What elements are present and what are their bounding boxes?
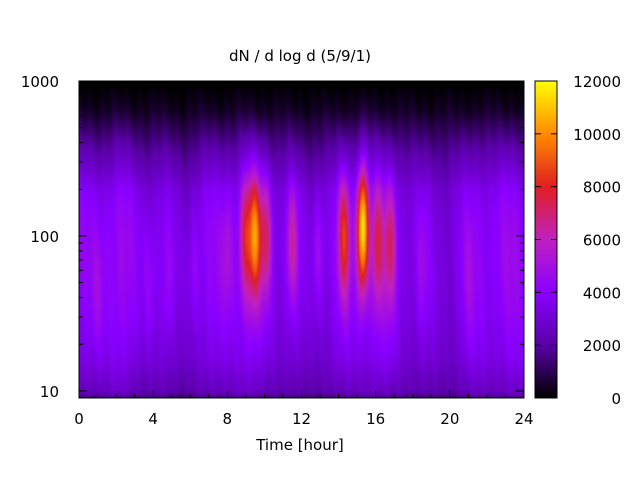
- colorbar-tick-label: 4000: [583, 284, 621, 302]
- x-tick-label: 12: [292, 410, 311, 428]
- colorbar-tick-label: 0: [611, 390, 621, 408]
- colorbar-tick-label: 2000: [583, 337, 621, 355]
- colorbar-ticks: 0 2000 4000 6000 8000 10000 12000: [535, 73, 621, 408]
- x-axis-label: Time [hour]: [255, 436, 344, 454]
- chart-title: dN / d log d (5/9/1): [229, 47, 371, 65]
- x-tick-label: 24: [514, 410, 533, 428]
- colorbar-gradient: [535, 81, 557, 398]
- colorbar-tick-label: 6000: [583, 232, 621, 250]
- colorbar-tick-label: 12000: [573, 73, 621, 91]
- x-tick-label: 20: [440, 410, 459, 428]
- colorbar-tick-label: 8000: [583, 179, 621, 197]
- x-axis: 0 4 8 12 16 20 24: [74, 81, 534, 428]
- colorbar-tick-label: 10000: [573, 126, 621, 144]
- x-tick-label: 8: [223, 410, 233, 428]
- x-tick-label: 4: [148, 410, 158, 428]
- y-tick-label: 10: [40, 383, 59, 401]
- plot-area: [78, 80, 525, 399]
- colorbar: 0 2000 4000 6000 8000 10000 12000: [534, 73, 621, 408]
- heatmap-raster: [79, 81, 524, 398]
- y-tick-label: 1000: [21, 73, 59, 91]
- x-tick-label: 16: [366, 410, 385, 428]
- y-tick-label: 100: [30, 228, 59, 246]
- x-tick-label: 0: [74, 410, 84, 428]
- y-axis: 10 100 1000: [21, 73, 524, 401]
